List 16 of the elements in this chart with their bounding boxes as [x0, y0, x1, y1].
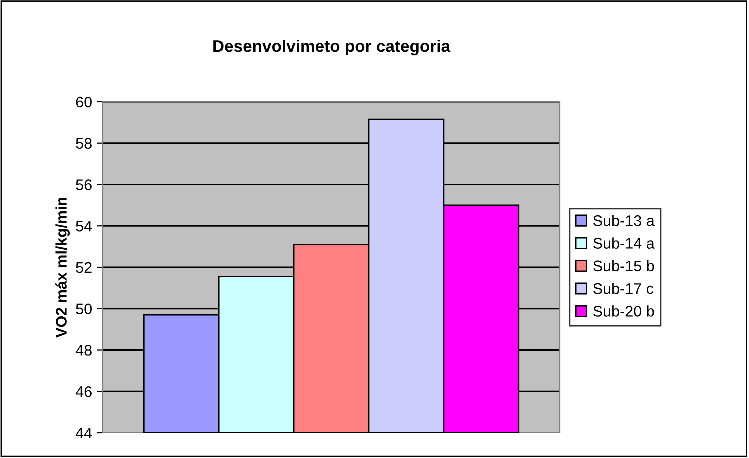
y-axis-title: VO2 máx ml/kg/min [56, 198, 70, 338]
y-tick-label: 60 [76, 96, 92, 108]
y-tick-label: 58 [76, 138, 92, 150]
legend-label: Sub-20 b [594, 306, 654, 317]
legend-label: Sub-15 b [594, 260, 654, 272]
chart-title: Desenvolvimeto por categoria [214, 40, 451, 56]
legend-label: Sub-13 a [594, 215, 655, 226]
legend-label: Sub-17 c [594, 283, 654, 294]
legend-label: Sub-14 a [594, 238, 655, 249]
y-tick-label: 54 [76, 221, 92, 232]
y-tick-label: 46 [76, 386, 92, 398]
y-tick-label: 52 [76, 262, 92, 274]
y-tick-label: 48 [76, 345, 92, 356]
y-tick-label: 56 [76, 180, 92, 190]
y-tick-label: 44 [76, 428, 92, 439]
y-tick-label: 50 [76, 304, 92, 315]
